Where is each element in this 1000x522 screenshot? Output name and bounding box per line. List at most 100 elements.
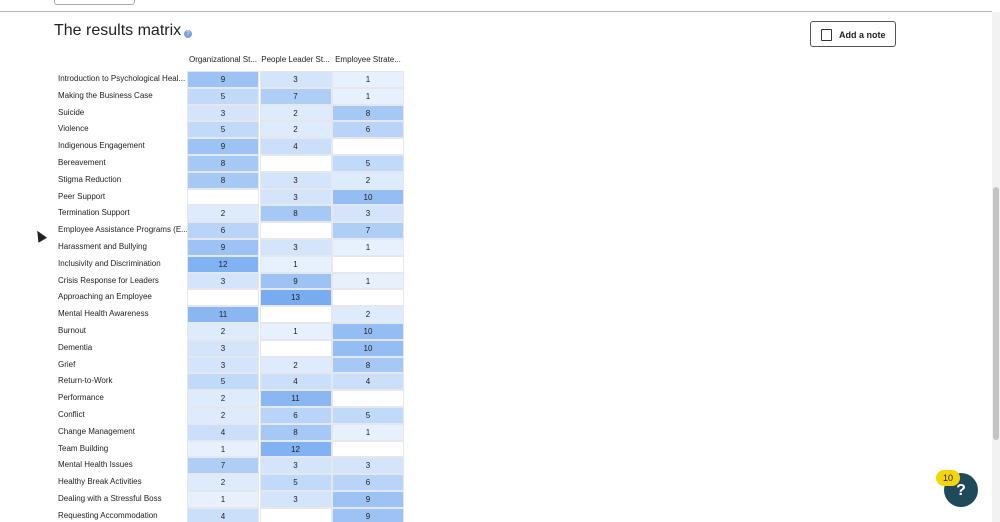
row-label: Suicide xyxy=(58,107,85,117)
matrix-cell: 9 xyxy=(187,71,259,88)
table-row: Peer Support 3 10 xyxy=(54,188,414,206)
matrix-cell: 9 xyxy=(259,272,332,290)
matrix-cell: 1 xyxy=(187,491,259,508)
matrix-cell: 3 xyxy=(259,239,332,256)
matrix-cell: 4 xyxy=(259,373,332,391)
matrix-cell: 9 xyxy=(332,507,404,522)
row-label: Approaching an Employee xyxy=(58,292,152,302)
column-header: People Leader St... xyxy=(261,55,330,64)
matrix-cell: 3 xyxy=(187,104,259,122)
table-row: Grief 3 2 8 xyxy=(54,356,414,374)
table-row: Mental Health Awareness 11 2 xyxy=(54,306,414,323)
matrix-cell xyxy=(332,440,404,458)
matrix-cell: 2 xyxy=(332,171,404,189)
matrix-cell: 2 xyxy=(332,306,404,323)
top-button[interactable] xyxy=(54,0,135,5)
matrix-cell: 11 xyxy=(259,390,332,407)
scroll-thumb[interactable] xyxy=(993,187,999,440)
matrix-cell: 4 xyxy=(332,373,404,391)
matrix-cell: 8 xyxy=(187,171,259,189)
table-row: Indigenous Engagement 9 4 xyxy=(54,138,414,155)
matrix-cell xyxy=(259,507,332,522)
row-label: Termination Support xyxy=(58,208,130,218)
table-row: Requesting Accommodation 4 9 xyxy=(54,507,414,522)
matrix-cell: 1 xyxy=(332,423,404,441)
row-label: Requesting Accommodation xyxy=(58,510,158,520)
table-row: Performance 2 11 xyxy=(54,390,414,407)
table-row: Introduction to Psychological Heal... 9 3 1 xyxy=(54,71,414,88)
matrix-cell: 1 xyxy=(332,272,404,290)
matrix-cell: 9 xyxy=(187,239,259,256)
matrix-cell: 5 xyxy=(187,373,259,391)
table-row: Bereavement 8 5 xyxy=(54,155,414,172)
matrix-cell: 8 xyxy=(332,104,404,122)
help-badge: 10 xyxy=(936,470,960,486)
matrix-cell: 3 xyxy=(187,339,259,357)
row-label: Dealing with a Stressful Boss xyxy=(58,494,162,503)
matrix-cell: 7 xyxy=(259,87,332,105)
row-label: Change Management xyxy=(58,426,135,436)
matrix-cell: 5 xyxy=(332,407,404,424)
add-note-button[interactable]: Add a note xyxy=(810,21,896,47)
matrix-cell: 1 xyxy=(187,440,259,458)
table-row: Inclusivity and Discrimination 12 1 xyxy=(54,255,414,273)
row-label: Introduction to Psychological Heal... xyxy=(58,74,186,83)
matrix-cell: 8 xyxy=(259,423,332,441)
table-row: Change Management 4 8 1 xyxy=(54,423,414,441)
table-row: Violence 5 2 6 xyxy=(54,121,414,139)
matrix-cell: 12 xyxy=(259,440,332,458)
row-label: Indigenous Engagement xyxy=(58,141,145,151)
matrix-cell: 3 xyxy=(187,272,259,290)
matrix-cell: 4 xyxy=(259,138,332,155)
row-label: Healthy Break Activities xyxy=(58,477,142,487)
matrix-cell: 5 xyxy=(259,474,332,491)
table-row: Suicide 3 2 8 xyxy=(54,104,414,122)
matrix-cell xyxy=(259,306,332,323)
table-row: Mental Health Issues 7 3 3 xyxy=(54,457,414,475)
matrix-cell: 2 xyxy=(259,121,332,139)
row-label: Mental Health Awareness xyxy=(58,309,149,319)
table-row: Conflict 2 6 5 xyxy=(54,407,414,424)
row-label: Violence xyxy=(58,124,89,134)
matrix-cell xyxy=(332,390,404,407)
table-row: Dementia 3 10 xyxy=(54,339,414,357)
column-header: Employee Strate... xyxy=(335,55,401,64)
info-icon[interactable]: ? xyxy=(184,30,192,38)
matrix-cell: 6 xyxy=(187,222,259,239)
row-label: Peer Support xyxy=(58,191,106,201)
matrix-cell: 10 xyxy=(332,188,404,206)
matrix-cell: 1 xyxy=(259,323,332,340)
row-label: Inclusivity and Discrimination xyxy=(58,258,161,268)
matrix-cell: 8 xyxy=(259,205,332,223)
matrix-cell: 6 xyxy=(332,474,404,491)
table-row: Termination Support 2 8 3 xyxy=(54,205,414,223)
matrix-cell xyxy=(187,188,259,206)
matrix-cell: 9 xyxy=(187,138,259,155)
matrix-cell: 5 xyxy=(187,121,259,139)
table-row: Employee Assistance Programs (E... 6 7 xyxy=(54,222,414,239)
matrix-cell: 6 xyxy=(332,121,404,139)
matrix-cell xyxy=(332,255,404,273)
matrix-cell: 6 xyxy=(259,407,332,424)
matrix-cell: 3 xyxy=(187,356,259,374)
row-label: Employee Assistance Programs (E... xyxy=(58,225,188,235)
note-icon xyxy=(821,29,832,41)
row-label: Making the Business Case xyxy=(58,90,153,100)
table-row: Burnout 2 1 10 xyxy=(54,323,414,340)
table-row: Return-to-Work 5 4 4 xyxy=(54,373,414,391)
column-header: Organizational St... xyxy=(188,55,258,64)
matrix-cell: 2 xyxy=(187,474,259,491)
matrix-cell: 3 xyxy=(259,491,332,508)
cursor xyxy=(32,228,48,243)
matrix-cell: 3 xyxy=(332,205,404,223)
matrix-cell xyxy=(332,289,404,307)
matrix-cell: 7 xyxy=(332,222,404,239)
table-row: Harassment and Bullying 9 3 1 xyxy=(54,239,414,256)
row-label: Harassment and Bullying xyxy=(58,242,147,251)
row-label: Team Building xyxy=(58,443,109,453)
matrix-cell: 2 xyxy=(187,407,259,424)
page-title: The results matrix xyxy=(54,22,182,39)
matrix-cell: 3 xyxy=(259,71,332,88)
row-label: Grief xyxy=(58,359,76,369)
